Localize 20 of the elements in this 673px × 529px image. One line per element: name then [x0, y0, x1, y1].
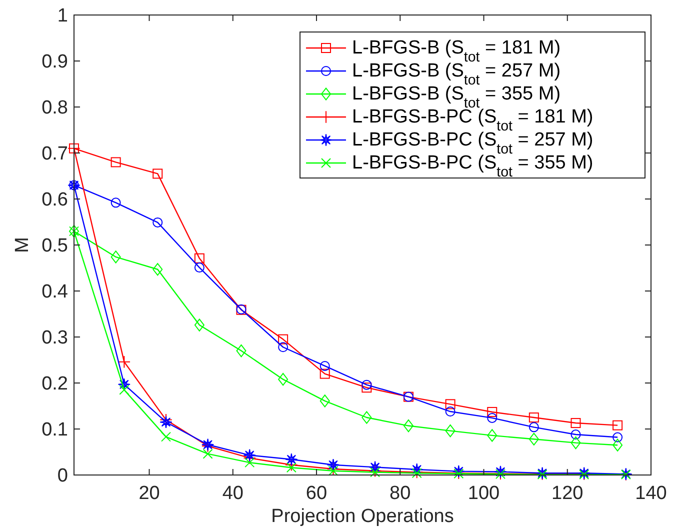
y-tick-label: 0	[57, 466, 68, 487]
y-tick-label: 0.8	[42, 98, 68, 119]
y-tick-label: 0.9	[42, 52, 68, 73]
y-tick-label: 0.1	[42, 420, 68, 441]
x-tick-label: 80	[390, 483, 411, 504]
x-tick-label: 60	[306, 483, 328, 504]
x-tick-label: 100	[468, 483, 500, 504]
y-tick-label: 1	[57, 6, 68, 27]
x-tick-label: 20	[138, 483, 160, 504]
y-tick-label: 0.6	[42, 190, 68, 211]
x-tick-label: 140	[635, 483, 667, 504]
y-tick-label: 0.5	[42, 236, 68, 257]
y-tick-label: 0.7	[42, 144, 68, 165]
y-tick-label: 0.2	[42, 374, 68, 395]
x-tick-label: 40	[222, 483, 244, 504]
x-tick-label: 120	[552, 483, 584, 504]
y-tick-label: 0.4	[42, 282, 68, 303]
y-axis-title: M	[12, 237, 33, 253]
x-axis-title: Projection Operations	[271, 506, 454, 527]
y-tick-label: 0.3	[42, 328, 68, 349]
